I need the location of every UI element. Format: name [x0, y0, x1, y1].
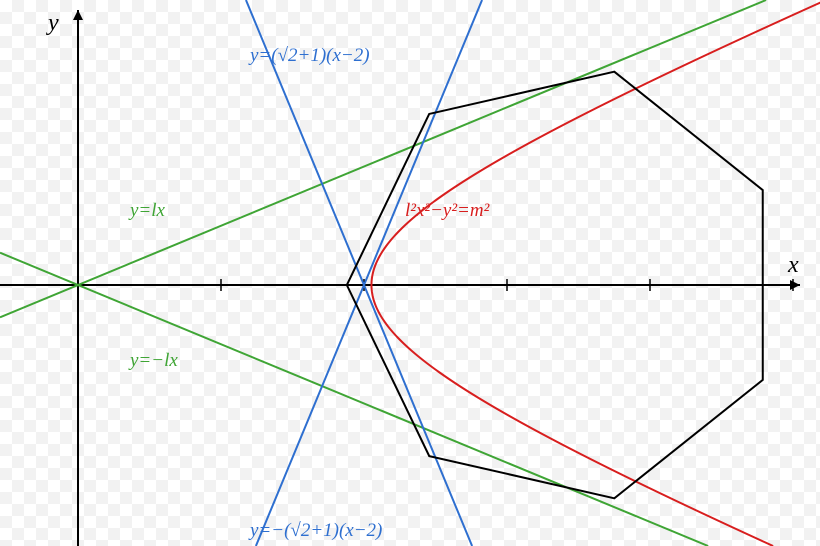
- asymptote-pos: [0, 0, 766, 317]
- x-axis-arrow: [790, 280, 800, 290]
- asymptote-neg-label: y=−lx: [130, 350, 178, 372]
- plot-svg: [0, 0, 820, 546]
- plot-canvas: y x y=lx y=−lx y=(√2+1)(x−2) y=−(√2+1)(x…: [0, 0, 820, 546]
- asymptote-neg: [0, 253, 708, 546]
- x-axis-label: x: [788, 252, 799, 279]
- tangent-pos: [256, 0, 482, 546]
- y-axis-label: y: [48, 10, 59, 37]
- tangent-pos-label: y=(√2+1)(x−2): [250, 45, 370, 67]
- tangent-neg-label: y=−(√2+1)(x−2): [250, 520, 382, 542]
- hyperbola-label: l²x²−y²=m²: [405, 200, 489, 222]
- tangent-neg: [246, 0, 472, 546]
- asymptote-pos-label: y=lx: [130, 200, 165, 222]
- y-axis-arrow: [73, 10, 83, 20]
